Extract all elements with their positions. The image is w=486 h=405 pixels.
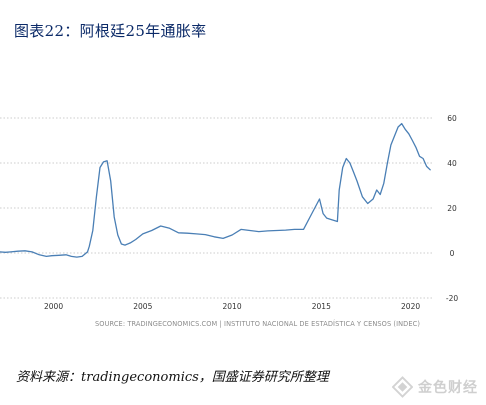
watermark: 金色财经 [392,374,478,400]
x-tick-label: 2000 [44,302,63,311]
y-tick-label: 40 [447,159,457,168]
figure-caption: 资料来源：tradingeconomics，国盛证券研究所整理 [16,370,329,385]
y-tick-label: 0 [450,249,455,258]
grid-lines [0,117,432,299]
y-axis-ticks: -20 0 20 40 60 [446,114,458,303]
series-layer [0,122,431,258]
x-axis-ticks: 2000 2005 2010 2015 2020 [44,302,420,311]
x-tick-label: 2010 [223,302,242,311]
figure-title: 图表22：阿根廷25年通胀率 [14,22,207,40]
y-tick-label: 20 [447,204,457,213]
x-tick-label: 2020 [401,302,420,311]
inflation-line-chart: 2000 2005 2010 2015 2020 -20 0 20 40 60 [0,114,458,311]
watermark-logo-icon [392,376,413,398]
y-tick-label: -20 [446,294,458,303]
watermark-text: 金色财经 [418,380,478,396]
series-line-0 [0,122,431,258]
x-tick-label: 2005 [133,302,152,311]
x-tick-label: 2015 [312,302,331,311]
source-attribution: SOURCE: TRADINGECONOMICS.COM | INSTITUTO… [95,320,420,328]
y-tick-label: 60 [447,114,457,123]
